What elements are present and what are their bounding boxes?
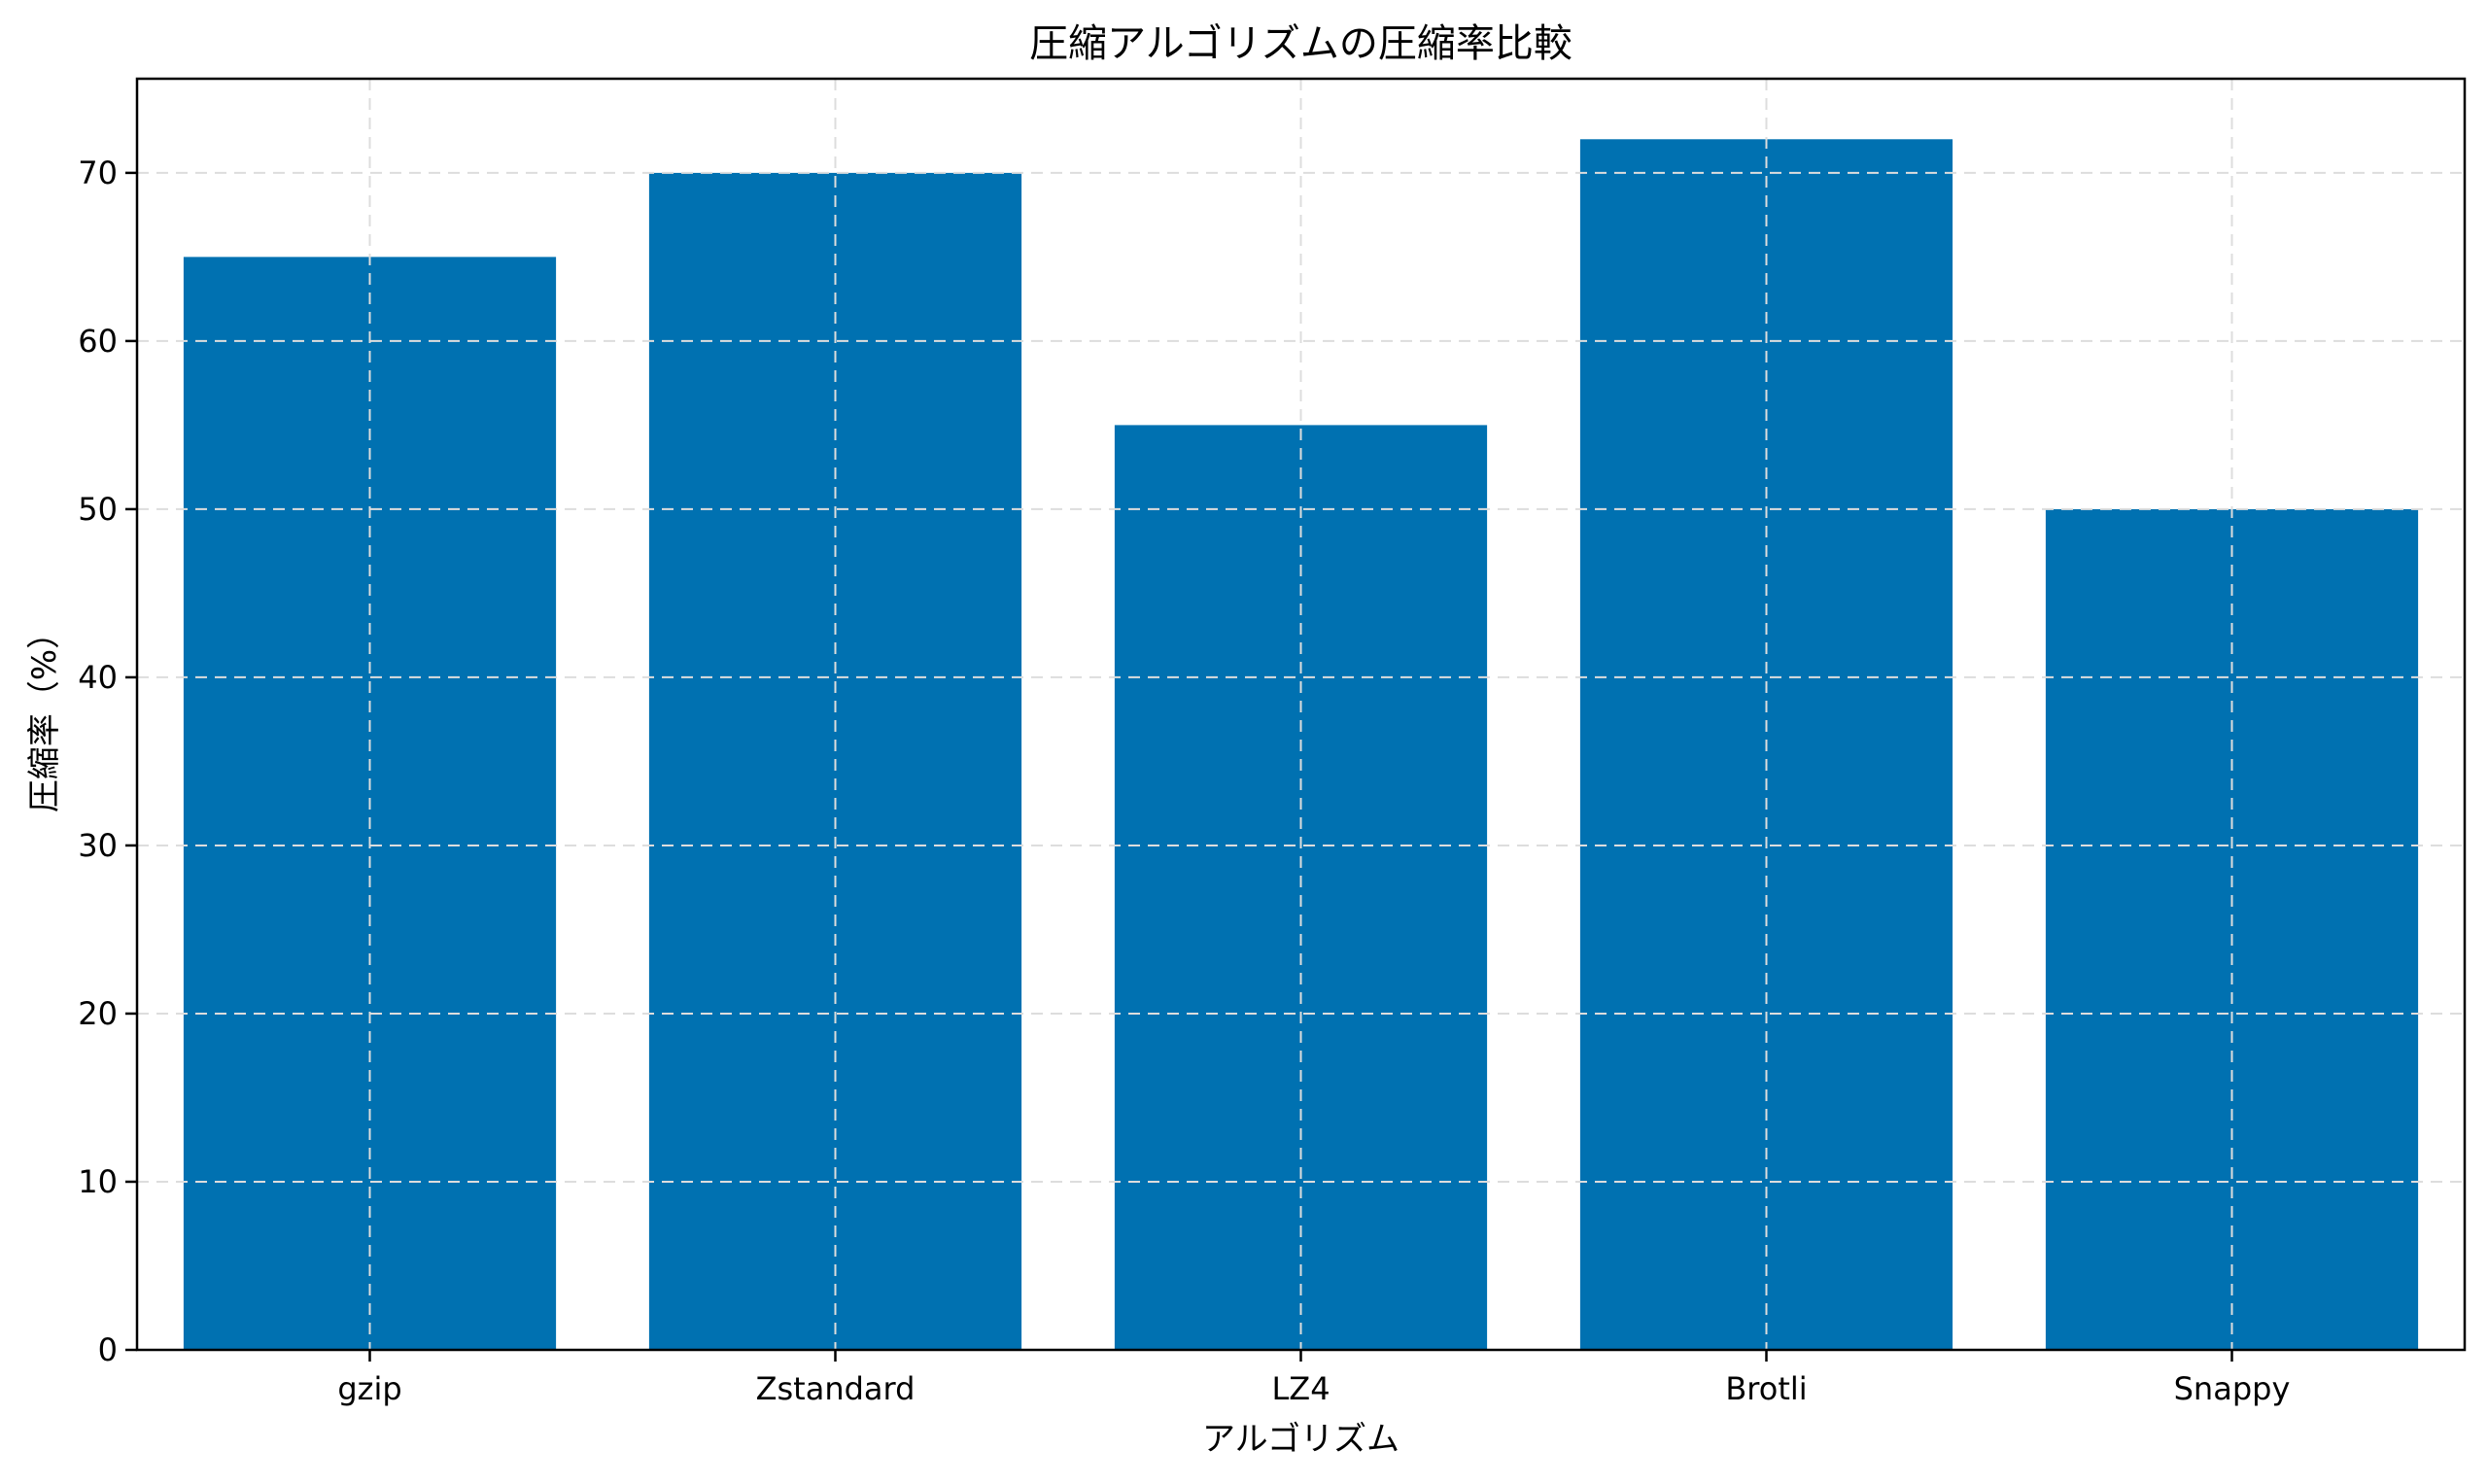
x-tick-label-gzip: gzip bbox=[337, 1370, 401, 1407]
ticks-layer: 0 10 20 30 40 50 60 70 gzip Zstandard LZ4 Brotli Sna… bbox=[78, 155, 2290, 1407]
y-axis-label: 圧縮率（%） bbox=[25, 616, 64, 812]
y-tick-label: 10 bbox=[78, 1163, 118, 1200]
x-tick-label-lz4: LZ4 bbox=[1271, 1370, 1330, 1407]
y-tick-label: 0 bbox=[98, 1331, 118, 1368]
x-tick-label-brotli: Brotli bbox=[1725, 1370, 1807, 1407]
chart-title: 圧縮アルゴリズムの圧縮率比較 bbox=[1029, 21, 1572, 66]
grid-layer bbox=[137, 79, 2465, 1351]
y-tick-label: 60 bbox=[78, 323, 118, 360]
bar-snappy bbox=[2045, 508, 2419, 1350]
y-tick-label: 30 bbox=[78, 827, 118, 864]
y-tick-label: 40 bbox=[78, 659, 118, 696]
x-tick-label-snappy: Snappy bbox=[2174, 1370, 2291, 1407]
y-tick-label: 70 bbox=[78, 155, 118, 191]
y-tick-label: 20 bbox=[78, 995, 118, 1032]
y-tick-label: 50 bbox=[78, 491, 118, 528]
x-tick-label-zstandard: Zstandard bbox=[756, 1370, 916, 1407]
x-axis-label: アルゴリズム bbox=[1202, 1420, 1400, 1459]
